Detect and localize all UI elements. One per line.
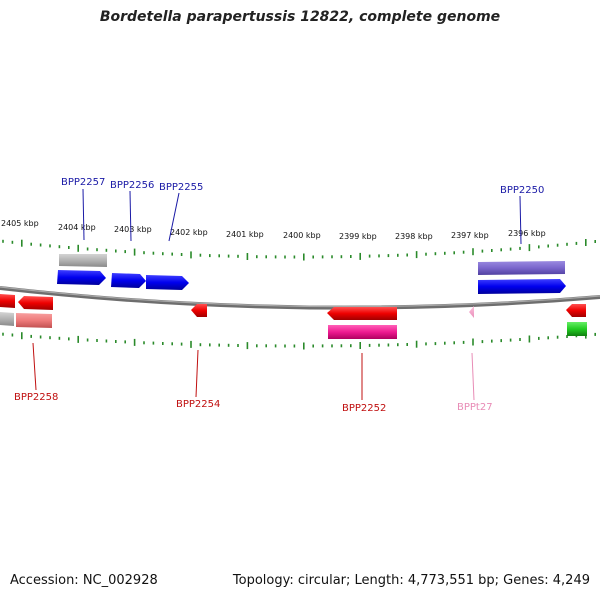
gene-bpp2254-feature[interactable] bbox=[191, 304, 207, 317]
gene-bpp2255-feature[interactable] bbox=[146, 275, 189, 290]
leader-line bbox=[32, 342, 37, 391]
scale-label: 2405 kbp bbox=[1, 219, 39, 228]
gene-label-bpp2257[interactable]: BPP2257 bbox=[61, 177, 105, 188]
gene-green-feature[interactable] bbox=[567, 322, 587, 336]
gene-label-bpp2250[interactable]: BPP2250 bbox=[500, 185, 544, 196]
gene-forward-arrow-2[interactable] bbox=[478, 279, 566, 294]
genome-summary-label: Topology: circular; Length: 4,773,551 bp… bbox=[232, 573, 590, 588]
gene-bpp2258-feature[interactable] bbox=[0, 312, 14, 326]
scale-label: 2402 kbp bbox=[170, 228, 208, 237]
leader-line bbox=[519, 195, 522, 245]
gene-bppt27-feature[interactable] bbox=[469, 306, 474, 318]
gene-reverse-arrow-1[interactable] bbox=[0, 294, 15, 308]
gene-forward-arrow-1[interactable] bbox=[57, 270, 106, 285]
genome-backbone bbox=[0, 286, 600, 310]
gene-bpp2257-feature[interactable] bbox=[59, 254, 107, 267]
leader-line bbox=[129, 190, 132, 242]
leader-line bbox=[82, 188, 85, 241]
gene-salmon-feature[interactable] bbox=[16, 313, 52, 328]
leader-line bbox=[471, 352, 475, 401]
leader-line bbox=[168, 192, 180, 242]
page-title: Bordetella parapertussis 12822, complete… bbox=[99, 9, 501, 25]
gene-label-bpp2258[interactable]: BPP2258 bbox=[14, 392, 58, 403]
gene-bpp2252-feature[interactable] bbox=[328, 325, 397, 339]
gene-label-bpp2255[interactable]: BPP2255 bbox=[159, 182, 203, 193]
scale-label: 2404 kbp bbox=[58, 223, 96, 232]
gene-reverse-arrow-4[interactable] bbox=[566, 304, 586, 317]
scale-label: 2399 kbp bbox=[339, 232, 377, 241]
scale-label: 2396 kbp bbox=[508, 229, 546, 238]
gene-reverse-arrow-2[interactable] bbox=[18, 296, 53, 310]
gene-bpp2250-feature[interactable] bbox=[478, 261, 565, 275]
gene-label-bpp2252[interactable]: BPP2252 bbox=[342, 403, 386, 414]
gene-bpp2256-feature[interactable] bbox=[111, 273, 146, 288]
gene-label-bpp2256[interactable]: BPP2256 bbox=[110, 180, 154, 191]
gene-label-bppt27[interactable]: BPPt27 bbox=[457, 402, 493, 413]
scale-label: 2401 kbp bbox=[226, 230, 264, 239]
leader-line bbox=[195, 349, 199, 398]
scale-label: 2400 kbp bbox=[283, 231, 321, 240]
scale-label: 2403 kbp bbox=[114, 225, 152, 234]
scale-label: 2397 kbp bbox=[451, 231, 489, 240]
gene-reverse-arrow-3[interactable] bbox=[327, 307, 397, 320]
inner-tick-row bbox=[2, 331, 597, 350]
accession-label: Accession: NC_002928 bbox=[10, 573, 158, 588]
gene-label-bpp2254[interactable]: BPP2254 bbox=[176, 399, 220, 410]
outer-tick-row bbox=[2, 239, 597, 261]
genome-backbone-highlight bbox=[0, 286, 600, 308]
scale-label: 2398 kbp bbox=[395, 232, 433, 241]
